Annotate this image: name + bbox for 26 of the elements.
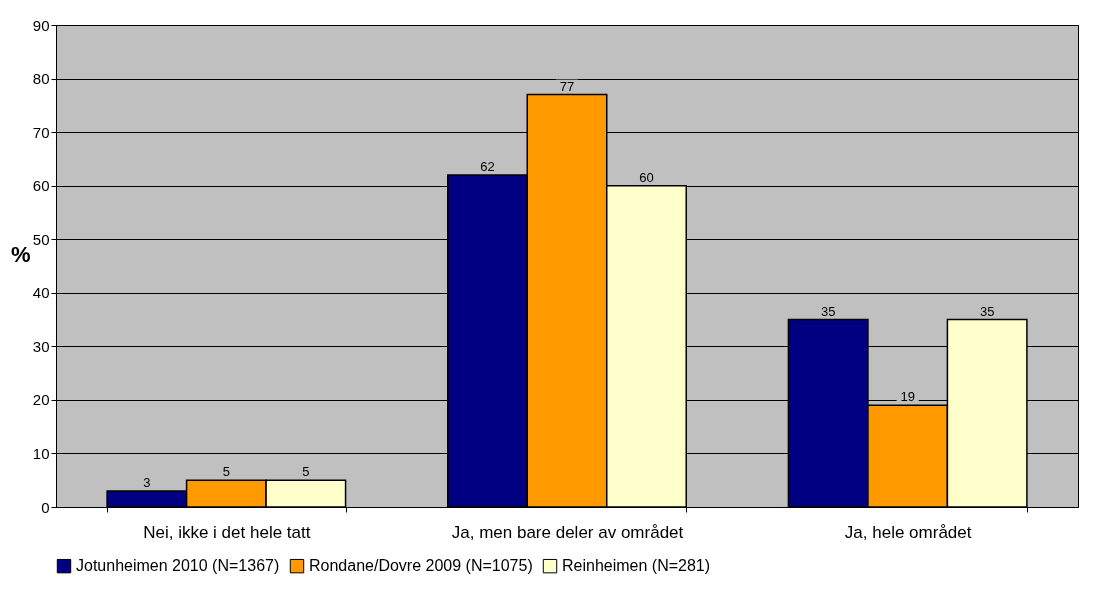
data-label: 62 <box>480 158 495 174</box>
y-tick-label: 40 <box>32 284 50 302</box>
y-tick-label: 90 <box>32 16 50 34</box>
data-label: 60 <box>639 169 654 185</box>
y-tick-label: 30 <box>32 337 50 355</box>
x-tick-label: Ja, hele området <box>844 522 972 542</box>
x-tick-label: Ja, men bare deler av området <box>451 522 684 542</box>
y-tick-label: 20 <box>32 391 50 409</box>
y-tick-label: 0 <box>41 498 50 516</box>
x-tick-label: Nei, ikke i det hele tatt <box>143 522 311 542</box>
data-label: 35 <box>979 303 995 319</box>
y-tick-label: 50 <box>32 230 50 248</box>
data-label: 77 <box>559 78 575 94</box>
data-label: 5 <box>302 464 310 480</box>
data-label: 35 <box>820 303 836 319</box>
data-label: 3 <box>143 474 151 490</box>
y-tick-label: 60 <box>32 177 50 195</box>
legend-label: Jotunheimen 2010 (N=1367) <box>76 557 280 575</box>
y-tick-label: 10 <box>32 444 50 462</box>
data-label: 5 <box>222 464 230 480</box>
y-tick-label: 70 <box>32 123 50 141</box>
data-label: 19 <box>900 389 915 405</box>
y-axis-title: % <box>11 241 31 267</box>
legend-label: Reinheimen (N=281) <box>562 557 711 575</box>
legend-label: Rondane/Dovre 2009 (N=1075) <box>309 557 533 575</box>
y-tick-label: 80 <box>32 70 50 88</box>
